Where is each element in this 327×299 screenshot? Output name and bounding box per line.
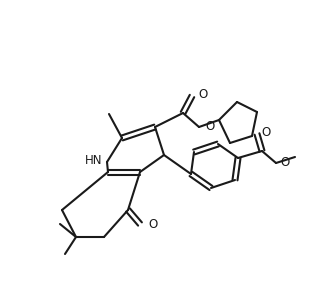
Text: O: O [198,88,207,100]
Text: O: O [280,156,289,170]
Text: O: O [205,120,214,133]
Text: HN: HN [85,153,103,167]
Text: O: O [261,126,270,138]
Text: O: O [148,217,157,231]
